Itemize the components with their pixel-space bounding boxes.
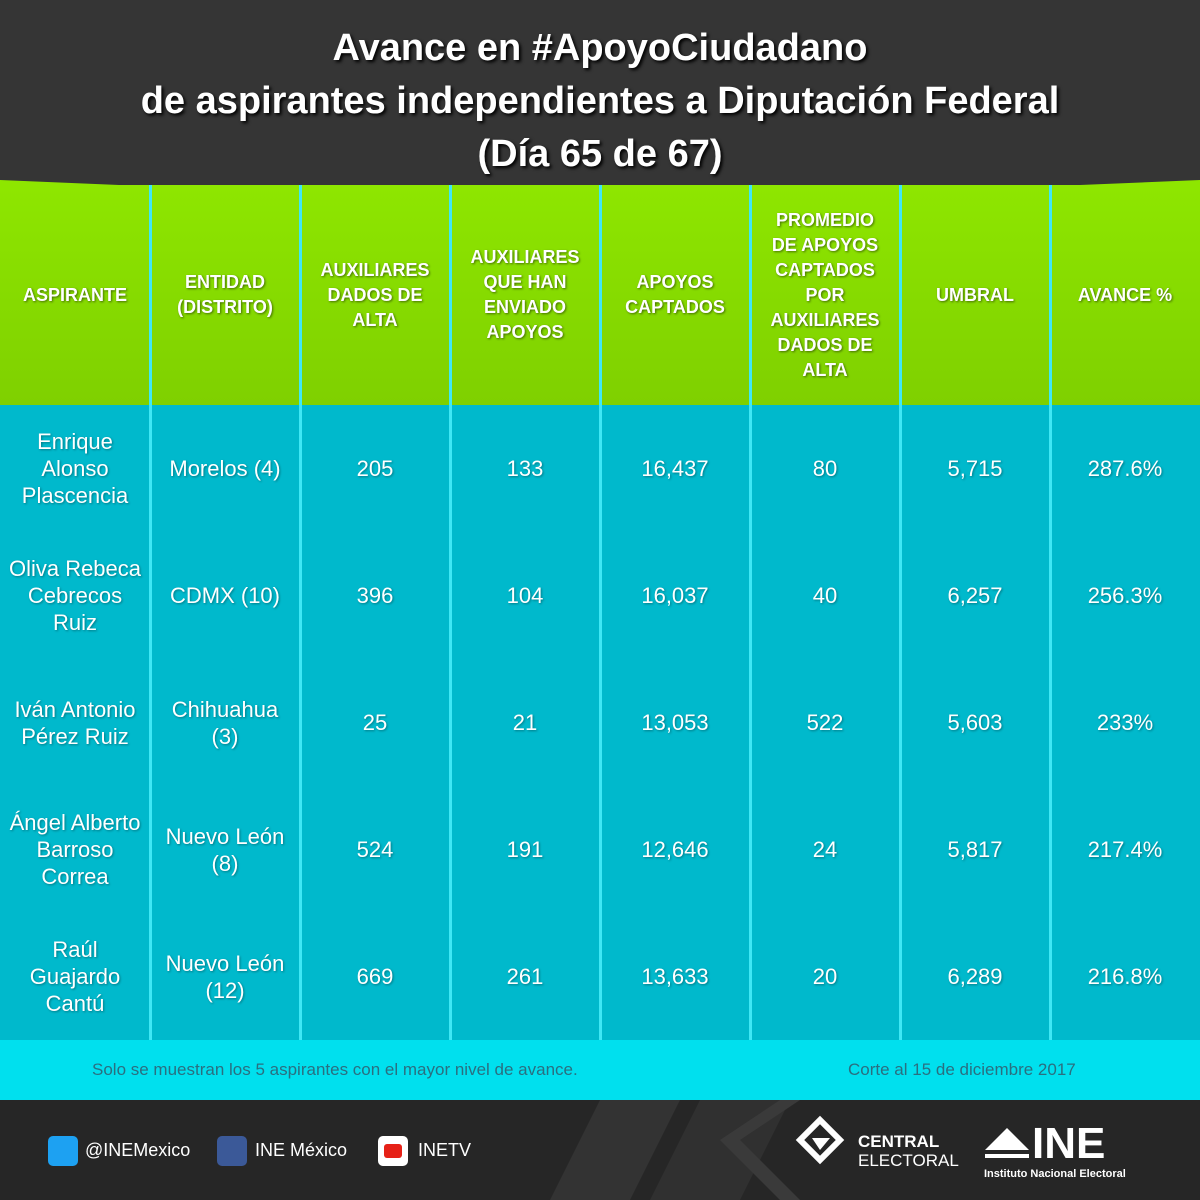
column-header: ENTIDAD (DISTRITO)	[150, 185, 300, 405]
table-cell: CDMX (10)	[169, 583, 280, 608]
table-cell: 191	[506, 837, 544, 862]
table-cell: 21	[512, 710, 538, 735]
table-cell: 256.3%	[1087, 583, 1163, 608]
table-cell: 104	[506, 583, 544, 608]
column-header: AUXILIARES DADOS DE ALTA	[300, 185, 450, 405]
note: Solo se muestran los 5 aspirantes con el…	[92, 1060, 578, 1079]
column-divider	[298, 185, 302, 1040]
title: Avance en #ApoyoCiudadano de aspirantes …	[0, 22, 1200, 181]
table-cell: 6,289	[947, 964, 1003, 989]
column-header: PROMEDIO DE APOYOS CAPTADOS POR AUXILIAR…	[750, 185, 900, 405]
social-link[interactable]: @INEMexico	[85, 1140, 191, 1160]
table-cell: 80	[812, 456, 838, 481]
table-cell: 205	[356, 456, 394, 481]
column-divider	[148, 185, 152, 1040]
footer-bg	[550, 1100, 1029, 1200]
facebook-icon	[217, 1136, 247, 1166]
table-cell: Chihuahua (3)	[171, 696, 279, 749]
column-bg	[300, 405, 450, 1040]
twitter-icon	[48, 1136, 78, 1166]
table-cell: Enrique Alonso Plascencia	[21, 429, 129, 508]
table-cell: 13,053	[641, 710, 709, 735]
table-cell: 13,633	[641, 964, 709, 989]
table-cell: 261	[506, 964, 544, 989]
note: Corte al 15 de diciembre 2017	[848, 1060, 1076, 1079]
table-cell: 133	[506, 456, 544, 481]
column-header: AUXILIARES QUE HAN ENVIADO APOYOS	[450, 185, 600, 405]
column-header: AVANCE %	[1050, 185, 1200, 405]
title-line: de aspirantes independientes a Diputació…	[140, 80, 1060, 122]
table-cell: Raúl Guajardo Cantú	[29, 937, 121, 1016]
column-header: ASPIRANTE	[0, 185, 150, 405]
table-cell: 16,437	[641, 456, 709, 481]
column-divider	[898, 185, 902, 1040]
ine-subtitle: Instituto Nacional Electoral	[984, 1168, 1126, 1180]
column-divider	[748, 185, 752, 1040]
table-cell: 6,257	[947, 583, 1003, 608]
table-cell: Nuevo León (12)	[165, 950, 285, 1003]
table-cell: Iván Antonio Pérez Ruiz	[14, 696, 136, 749]
table-cell: 669	[356, 964, 394, 989]
table-cell: 522	[806, 710, 844, 735]
logo-text: CENTRAL	[858, 1132, 940, 1151]
table-cell: 217.4%	[1087, 837, 1163, 862]
table-cell: 40	[812, 583, 838, 608]
table-cell: 287.6%	[1087, 456, 1163, 481]
table-cell: Ángel Alberto Barroso Correa	[9, 810, 141, 889]
header: Avance en #ApoyoCiudadano de aspirantes …	[0, 0, 1200, 210]
notes: Solo se muestran los 5 aspirantes con el…	[0, 1040, 1200, 1100]
column-bg	[0, 405, 150, 1040]
column-divider	[448, 185, 452, 1040]
title-line: Avance en #ApoyoCiudadano	[332, 27, 868, 69]
column-bg	[150, 405, 300, 1040]
column-bg	[600, 405, 750, 1040]
column-bg	[900, 405, 1050, 1040]
table-cell: 524	[356, 837, 394, 862]
table-cell: 216.8%	[1087, 964, 1163, 989]
central-logo: CENTRAL ELECTORAL	[858, 1132, 959, 1170]
table: ASPIRANTE ENTIDAD (DISTRITO) AUXILIARES DA…	[0, 185, 1200, 1040]
column-header: APOYOS CAPTADOS	[600, 185, 750, 405]
table-cell: 16,037	[641, 583, 709, 608]
column-bg	[750, 405, 900, 1040]
column-divider	[598, 185, 602, 1040]
table-cell: Oliva Rebeca Cebrecos Ruiz	[8, 556, 142, 635]
column-bg	[450, 405, 600, 1040]
table-cell: 5,817	[947, 837, 1003, 862]
logo-text: ELECTORAL	[858, 1151, 959, 1170]
social-link[interactable]: INETV	[418, 1140, 472, 1160]
table-cell: 5,715	[947, 456, 1003, 481]
social-link[interactable]: INE México	[255, 1140, 348, 1160]
ine-logo: INE	[1032, 1119, 1106, 1168]
table-cell: 24	[812, 837, 838, 862]
table-cell: Nuevo León (8)	[165, 823, 285, 876]
column-bg	[1050, 405, 1200, 1040]
table-cell: Morelos (4)	[169, 456, 281, 481]
table-cell: 20	[812, 964, 838, 989]
youtube-icon	[378, 1136, 408, 1166]
footer: @INEMexico INE México INETV CENTRAL ELEC…	[0, 1100, 1200, 1200]
table-cell: 5,603	[947, 710, 1003, 735]
column-header: UMBRAL	[900, 185, 1050, 405]
table-cell: 25	[362, 710, 388, 735]
table-cell: 12,646	[641, 837, 709, 862]
title-line: (Día 65 de 67)	[477, 133, 723, 175]
column-divider	[1048, 185, 1052, 1040]
table-cell: 233%	[1096, 710, 1154, 735]
table-cell: 396	[356, 583, 394, 608]
